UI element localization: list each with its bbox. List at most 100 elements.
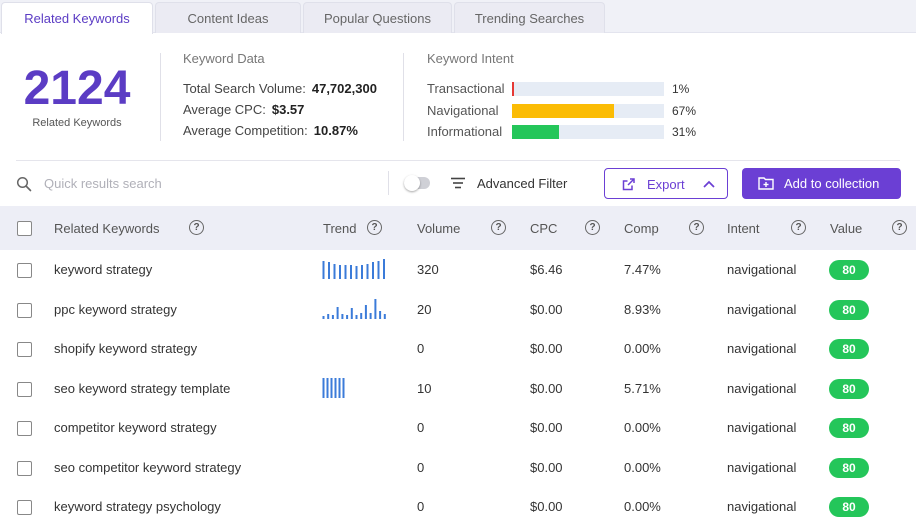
volume-cell: 20 (417, 302, 432, 317)
keyword-link[interactable]: shopify keyword strategy (54, 341, 198, 356)
row-checkbox[interactable] (17, 421, 32, 436)
trend-bar (336, 307, 339, 319)
value-badge: 80 (829, 458, 869, 478)
table-row[interactable]: seo competitor keyword strategy 0 $0.00 … (0, 448, 916, 488)
trend-bar (355, 266, 358, 279)
keyword-link[interactable]: seo competitor keyword strategy (54, 460, 242, 475)
intent-navigational-fill (512, 104, 614, 118)
table-row[interactable]: keyword strategy 320 $6.46 7.47% navigat… (0, 250, 916, 290)
table-row[interactable]: keyword strategy psychology 0 $0.00 0.00… (0, 487, 916, 527)
keyword-link[interactable]: seo keyword strategy template (54, 381, 231, 396)
keyword-link[interactable]: ppc keyword strategy (54, 302, 177, 317)
column-header-cpc[interactable]: CPC (530, 221, 558, 236)
comp-cell: 8.93% (624, 302, 661, 317)
column-header-volume[interactable]: Volume (417, 221, 461, 236)
divider (403, 53, 404, 141)
intent-transactional-percent: 1% (672, 82, 690, 96)
select-all-checkbox[interactable] (17, 221, 32, 236)
volume-cell: 0 (417, 341, 425, 356)
keyword-link[interactable]: competitor keyword strategy (54, 420, 217, 435)
row-checkbox[interactable] (17, 500, 32, 515)
row-checkbox[interactable] (17, 303, 32, 318)
help-icon[interactable]: ? (689, 220, 704, 235)
trend-bar (383, 259, 385, 279)
total-search-volume-value: 47,702,300 (311, 81, 377, 96)
trend-bar (330, 378, 333, 398)
row-checkbox[interactable] (17, 342, 32, 357)
trend-bar (383, 314, 386, 319)
search-icon (16, 176, 32, 192)
tab-popular-questions[interactable]: Popular Questions (303, 2, 452, 33)
add-to-collection-button[interactable]: Add to collection (742, 168, 901, 199)
volume-cell: 0 (417, 460, 425, 475)
tab-related-keywords[interactable]: Related Keywords (1, 2, 153, 34)
trend-bar (333, 264, 336, 279)
average-cpc-value: $3.57 (271, 102, 305, 117)
trend-bar (379, 311, 382, 319)
trend-bar (342, 378, 345, 398)
table-header: Related Keywords ? Trend ? Volume ? CPC … (0, 206, 916, 250)
column-header-comp[interactable]: Comp (624, 221, 659, 236)
quick-search-input[interactable] (44, 172, 374, 194)
row-checkbox[interactable] (17, 263, 32, 278)
intent-cell: navigational (727, 499, 797, 514)
table-row[interactable]: seo keyword strategy template 10 $0.00 5… (0, 369, 916, 409)
trend-bar (334, 378, 337, 398)
cpc-cell: $0.00 (530, 499, 563, 514)
comp-cell: 0.00% (624, 420, 661, 435)
keyword-link[interactable]: keyword strategy (54, 262, 153, 277)
trend-sparkline (322, 259, 385, 279)
column-header-trend[interactable]: Trend (323, 221, 357, 236)
toggle-switch[interactable] (404, 175, 430, 191)
folder-plus-icon (758, 177, 774, 190)
trend-sparkline (322, 378, 345, 398)
trend-bar (355, 315, 358, 319)
total-search-volume-label: Total Search Volume: (183, 81, 306, 96)
total-search-volume: Total Search Volume: 47,702,300 (183, 81, 377, 96)
trend-bar (338, 378, 341, 398)
export-button[interactable]: Export (604, 168, 728, 199)
row-checkbox[interactable] (17, 382, 32, 397)
intent-cell: navigational (727, 381, 797, 396)
table-row[interactable]: ppc keyword strategy 20 $0.00 8.93% navi… (0, 290, 916, 330)
trend-bar (344, 265, 347, 279)
intent-navigational-label: Navigational (427, 103, 499, 118)
help-icon[interactable]: ? (892, 220, 907, 235)
export-icon (622, 178, 635, 191)
average-competition: Average Competition: 10.87% (183, 123, 358, 138)
column-header-keyword[interactable]: Related Keywords (54, 221, 160, 236)
comp-cell: 5.71% (624, 381, 661, 396)
trend-bar (350, 308, 353, 319)
column-header-intent[interactable]: Intent (727, 221, 760, 236)
value-badge: 80 (829, 339, 869, 359)
intent-cell: navigational (727, 302, 797, 317)
help-icon[interactable]: ? (367, 220, 382, 235)
help-icon[interactable]: ? (791, 220, 806, 235)
trend-bar (374, 299, 377, 319)
keyword-link[interactable]: keyword strategy psychology (54, 499, 221, 514)
trend-bar (364, 305, 367, 319)
tab-trending-searches[interactable]: Trending Searches (454, 2, 605, 33)
volume-cell: 0 (417, 499, 425, 514)
row-checkbox[interactable] (17, 461, 32, 476)
trend-bar (366, 264, 369, 279)
help-icon[interactable]: ? (189, 220, 204, 235)
trend-bar (360, 313, 363, 319)
average-cpc: Average CPC: $3.57 (183, 102, 304, 117)
table-row[interactable]: competitor keyword strategy 0 $0.00 0.00… (0, 408, 916, 448)
filter-icon[interactable] (450, 177, 466, 189)
related-keywords-count: 2124 (23, 62, 131, 115)
cpc-cell: $0.00 (530, 420, 563, 435)
value-badge: 80 (829, 497, 869, 517)
help-icon[interactable]: ? (585, 220, 600, 235)
trend-bar (339, 265, 341, 279)
intent-navigational-percent: 67% (672, 104, 697, 118)
trend-sparkline (322, 299, 386, 319)
trend-bar (341, 314, 344, 319)
advanced-filter-button[interactable]: Advanced Filter (477, 176, 568, 191)
column-header-value[interactable]: Value (830, 221, 863, 236)
help-icon[interactable]: ? (491, 220, 506, 235)
table-row[interactable]: shopify keyword strategy 0 $0.00 0.00% n… (0, 329, 916, 369)
tab-content-ideas[interactable]: Content Ideas (155, 2, 301, 33)
intent-navigational-bar (512, 104, 664, 118)
